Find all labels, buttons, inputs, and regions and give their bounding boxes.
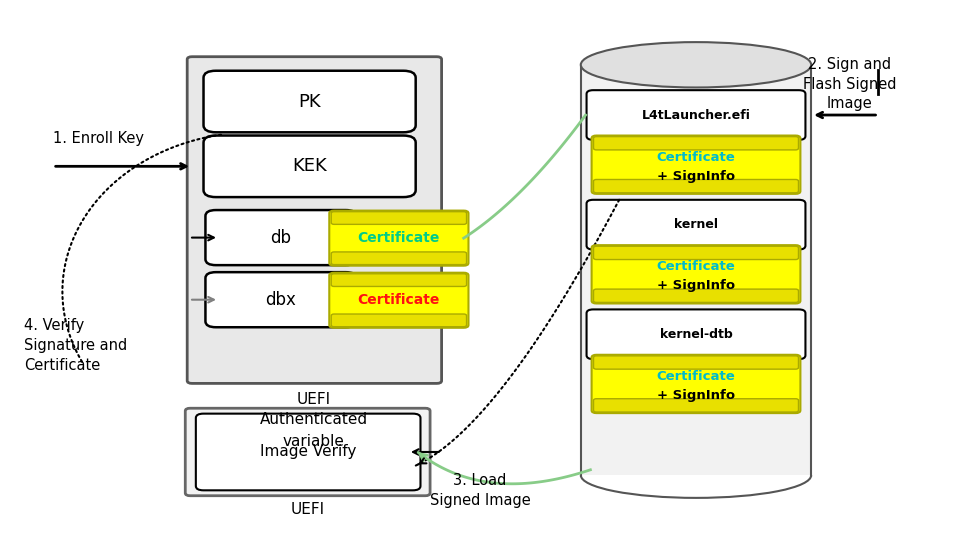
Text: + SignInfo: + SignInfo bbox=[657, 170, 735, 183]
Ellipse shape bbox=[581, 42, 811, 87]
Text: Certificate: Certificate bbox=[657, 260, 735, 273]
Polygon shape bbox=[581, 65, 811, 475]
Text: + SignInfo: + SignInfo bbox=[657, 389, 735, 402]
Text: Certificate: Certificate bbox=[657, 151, 735, 164]
FancyBboxPatch shape bbox=[331, 314, 467, 327]
FancyBboxPatch shape bbox=[329, 211, 468, 266]
Text: Certificate: Certificate bbox=[657, 370, 735, 383]
FancyBboxPatch shape bbox=[187, 57, 442, 383]
FancyBboxPatch shape bbox=[331, 212, 467, 224]
FancyBboxPatch shape bbox=[204, 71, 416, 132]
FancyBboxPatch shape bbox=[593, 399, 799, 412]
FancyBboxPatch shape bbox=[591, 136, 801, 194]
Text: db: db bbox=[271, 228, 291, 247]
FancyBboxPatch shape bbox=[185, 408, 430, 496]
Text: Image Verify: Image Verify bbox=[260, 444, 356, 460]
Text: PK: PK bbox=[299, 92, 321, 111]
Text: dbx: dbx bbox=[265, 291, 297, 309]
FancyBboxPatch shape bbox=[593, 137, 799, 150]
Text: UEFI: UEFI bbox=[290, 502, 324, 517]
FancyBboxPatch shape bbox=[196, 414, 420, 490]
Text: kernel-dtb: kernel-dtb bbox=[660, 328, 732, 341]
Text: 3. Load
Signed Image: 3. Load Signed Image bbox=[430, 473, 530, 508]
FancyBboxPatch shape bbox=[329, 273, 468, 328]
FancyBboxPatch shape bbox=[587, 90, 805, 140]
Text: Certificate: Certificate bbox=[358, 231, 440, 245]
FancyBboxPatch shape bbox=[593, 179, 799, 193]
Text: 4. Verify
Signature and
Certificate: 4. Verify Signature and Certificate bbox=[24, 318, 128, 373]
Text: L4tLauncher.efi: L4tLauncher.efi bbox=[641, 109, 751, 122]
Text: kernel: kernel bbox=[674, 218, 718, 231]
FancyBboxPatch shape bbox=[331, 252, 467, 265]
FancyBboxPatch shape bbox=[205, 272, 356, 327]
FancyBboxPatch shape bbox=[591, 245, 801, 303]
FancyBboxPatch shape bbox=[593, 356, 799, 369]
Text: KEK: KEK bbox=[292, 157, 327, 176]
FancyBboxPatch shape bbox=[593, 289, 799, 302]
Text: 1. Enroll Key: 1. Enroll Key bbox=[53, 131, 144, 146]
FancyBboxPatch shape bbox=[587, 309, 805, 359]
Text: 2. Sign and
Flash Signed
Image: 2. Sign and Flash Signed Image bbox=[803, 57, 897, 111]
FancyBboxPatch shape bbox=[593, 246, 799, 260]
FancyBboxPatch shape bbox=[587, 200, 805, 249]
Text: + SignInfo: + SignInfo bbox=[657, 280, 735, 293]
FancyBboxPatch shape bbox=[204, 136, 416, 197]
Text: Certificate: Certificate bbox=[358, 293, 440, 307]
FancyBboxPatch shape bbox=[205, 210, 356, 265]
Text: UEFI
Authenticated
variable: UEFI Authenticated variable bbox=[260, 392, 368, 449]
FancyBboxPatch shape bbox=[591, 355, 801, 413]
FancyBboxPatch shape bbox=[331, 274, 467, 286]
